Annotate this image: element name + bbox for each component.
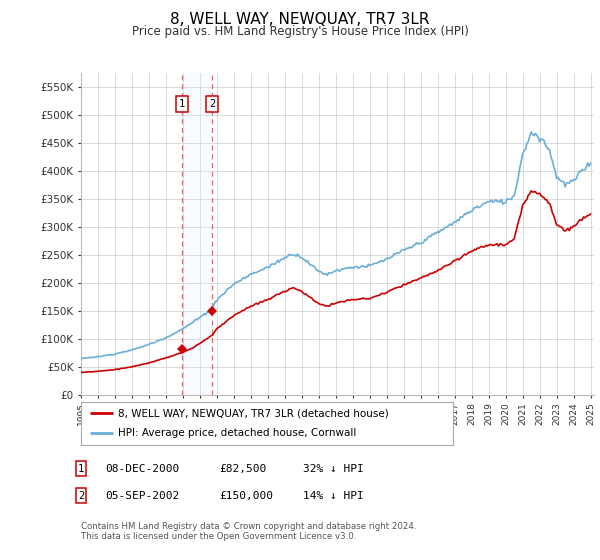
Text: 1: 1 [179, 99, 185, 109]
Text: £150,000: £150,000 [219, 491, 273, 501]
Text: Price paid vs. HM Land Registry's House Price Index (HPI): Price paid vs. HM Land Registry's House … [131, 25, 469, 38]
Text: Contains HM Land Registry data © Crown copyright and database right 2024.
This d: Contains HM Land Registry data © Crown c… [81, 522, 416, 542]
Text: 08-DEC-2000: 08-DEC-2000 [105, 464, 179, 474]
Text: HPI: Average price, detached house, Cornwall: HPI: Average price, detached house, Corn… [118, 428, 356, 438]
Text: 8, WELL WAY, NEWQUAY, TR7 3LR (detached house): 8, WELL WAY, NEWQUAY, TR7 3LR (detached … [118, 408, 389, 418]
Bar [182, 73, 212, 395]
Text: 2: 2 [78, 491, 84, 501]
Text: 05-SEP-2002: 05-SEP-2002 [105, 491, 179, 501]
Text: 32% ↓ HPI: 32% ↓ HPI [303, 464, 364, 474]
Text: £82,500: £82,500 [219, 464, 266, 474]
Text: 2: 2 [209, 99, 215, 109]
Text: 1: 1 [78, 464, 84, 474]
Text: 8, WELL WAY, NEWQUAY, TR7 3LR: 8, WELL WAY, NEWQUAY, TR7 3LR [170, 12, 430, 27]
Text: 14% ↓ HPI: 14% ↓ HPI [303, 491, 364, 501]
